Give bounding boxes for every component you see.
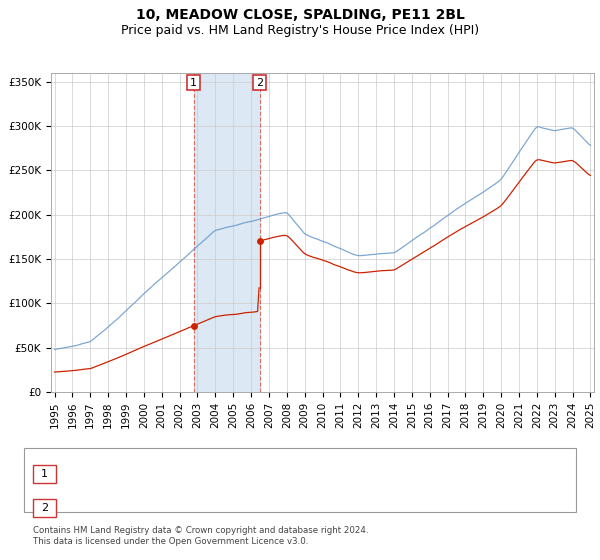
Text: 29-JUN-2006: 29-JUN-2006 — [69, 503, 140, 513]
Text: 1: 1 — [190, 78, 197, 87]
Text: 16-OCT-2002: 16-OCT-2002 — [69, 469, 142, 479]
Text: 10, MEADOW CLOSE, SPALDING, PE11 2BL: 10, MEADOW CLOSE, SPALDING, PE11 2BL — [136, 8, 464, 22]
Text: 1: 1 — [41, 469, 48, 479]
Text: £75,000: £75,000 — [258, 469, 304, 479]
Text: £170,000: £170,000 — [258, 503, 311, 513]
Text: Price paid vs. HM Land Registry's House Price Index (HPI): Price paid vs. HM Land Registry's House … — [121, 24, 479, 36]
Bar — [194, 73, 260, 392]
Legend: 10, MEADOW CLOSE, SPALDING, PE11 2BL (detached house), HPI: Average price, detac: 10, MEADOW CLOSE, SPALDING, PE11 2BL (de… — [56, 474, 409, 508]
Text: 6% ↓ HPI: 6% ↓ HPI — [384, 503, 436, 513]
Text: 39% ↓ HPI: 39% ↓ HPI — [384, 469, 443, 479]
Text: 2: 2 — [256, 78, 263, 87]
Text: Contains HM Land Registry data © Crown copyright and database right 2024.
This d: Contains HM Land Registry data © Crown c… — [33, 526, 368, 546]
Text: 2: 2 — [41, 503, 48, 513]
